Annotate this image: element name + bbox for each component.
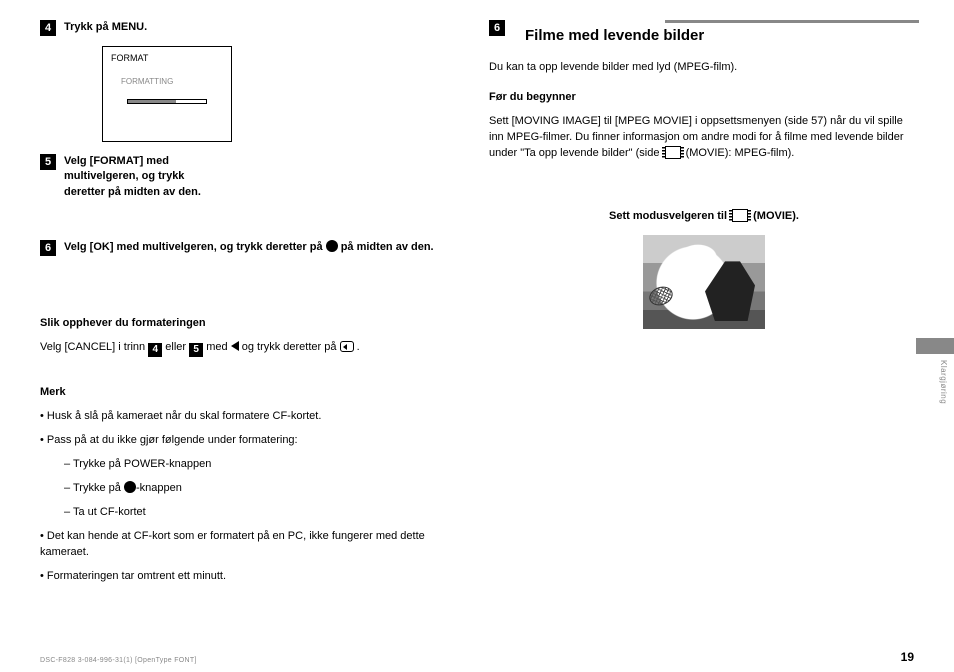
undo-heading: Slik opphever du formateringen [40, 316, 449, 332]
before-heading: Før du begynner [489, 90, 919, 106]
page-number: 19 [901, 650, 914, 664]
note4-text: Formateringen tar omtrent ett minutt. [47, 570, 226, 582]
film-icon-2 [732, 209, 748, 222]
lcd-subtitle: FORMATTING [121, 77, 173, 86]
film-icon [665, 146, 681, 159]
footnote: DSC-F828 3-084-996-31(1) [OpenType FONT] [40, 657, 197, 664]
right-column: 6 Filme med levende bilder Du kan ta opp… [489, 20, 919, 593]
step-number-4: 4 [40, 20, 56, 36]
step-5: 5 Velg [FORMAT] med multivelgeren, og tr… [40, 154, 449, 200]
step-6: 6 Velg [OK] med multivelgeren, og trykk … [40, 240, 449, 256]
note-4: • Formateringen tar omtrent ett minutt. [40, 569, 449, 585]
step6-after: på midten av den. [341, 241, 434, 253]
photo-caption: Sett modusvelgeren til (MOVIE). [489, 209, 919, 225]
section-title: Filme med levende bilder [525, 27, 919, 46]
step-5-text: Velg [FORMAT] med multivelgeren, og tryk… [64, 154, 449, 200]
racket-shape [647, 284, 676, 309]
note-2a: – Trykke på POWER-knappen [40, 457, 449, 473]
step5-part0: Velg [FORMAT] med [64, 155, 169, 167]
note-2b: – Trykke på -knappen [40, 481, 449, 497]
note2b-text: Trykke på [73, 482, 124, 494]
undo-p1: eller [165, 341, 189, 353]
before-p1: (MOVIE): MPEG-film). [686, 147, 795, 159]
center-button-icon [326, 240, 338, 252]
note-2c: – Ta ut CF-kortet [40, 505, 449, 521]
note2a-text: Trykke på POWER-knappen [73, 458, 211, 470]
undo-body: Velg [CANCEL] i trinn 4 eller 5 med og t… [40, 340, 449, 357]
inline-step-5: 5 [189, 343, 203, 357]
before-body: Sett [MOVING IMAGE] til [MPEG MOVIE] i o… [489, 114, 919, 162]
step5-part1: multivelgeren, og trykk [64, 170, 184, 182]
undo-p0: Velg [CANCEL] i trinn [40, 341, 148, 353]
inline-step-4: 4 [148, 343, 162, 357]
step-4: 4 Trykk på MENU. [40, 20, 449, 36]
side-tab [916, 338, 954, 354]
note2c-text: Ta ut CF-kortet [73, 506, 146, 518]
note-3: • Det kan hende at CF-kort som er format… [40, 529, 449, 561]
notes-heading: Merk [40, 385, 449, 401]
note1-text: Husk å slå på kameraet når du skal forma… [47, 410, 322, 422]
note2-text: Pass på at du ikke gjør følgende under f… [47, 434, 298, 446]
cap-p1: (MOVIE). [753, 210, 799, 222]
intro-text: Du kan ta opp levende bilder med lyd (MP… [489, 60, 919, 76]
button-icon-inline [124, 481, 136, 493]
return-icon [340, 341, 354, 352]
step6-before: Velg [OK] med multivelgeren, og trykk de… [64, 241, 326, 253]
note-2: • Pass på at du ikke gjør følgende under… [40, 433, 449, 449]
note-1: • Husk å slå på kameraet når du skal for… [40, 409, 449, 425]
progress-bar [127, 99, 207, 104]
step-number-6: 6 [40, 240, 56, 256]
left-column: 4 Trykk på MENU. FORMAT FORMATTING 5 Vel… [40, 20, 449, 593]
lcd-title: FORMAT [111, 53, 148, 63]
left-arrow-icon [231, 341, 239, 351]
step-number-5: 5 [40, 154, 56, 170]
section-bar [665, 20, 919, 23]
step-6-text: Velg [OK] med multivelgeren, og trykk de… [64, 240, 449, 256]
section-box-number: 6 [489, 20, 505, 36]
step5-part2: deretter på midten av den. [64, 186, 201, 198]
cap-p0: Sett modusvelgeren til [609, 210, 730, 222]
progress-fill [128, 100, 176, 103]
side-label: Klargjøring [938, 360, 948, 404]
example-photo [643, 235, 765, 329]
lcd-preview: FORMAT FORMATTING [102, 46, 232, 142]
note3-text: Det kan hende at CF-kort som er formater… [40, 530, 425, 558]
undo-p4: . [357, 341, 360, 353]
note2b-after: -knappen [136, 482, 182, 494]
step-4-text: Trykk på MENU. [64, 20, 449, 36]
undo-p3: og trykk deretter på [242, 341, 340, 353]
undo-p2: med [206, 341, 230, 353]
